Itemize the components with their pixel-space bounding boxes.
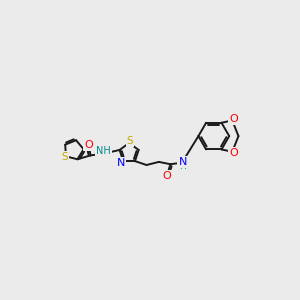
Text: O: O xyxy=(230,148,238,158)
Text: O: O xyxy=(230,114,238,124)
Text: S: S xyxy=(127,136,133,146)
Text: NH: NH xyxy=(96,146,111,156)
Text: O: O xyxy=(162,171,171,181)
Text: N: N xyxy=(117,158,125,168)
Text: S: S xyxy=(61,152,68,162)
Text: O: O xyxy=(85,140,93,150)
Text: H: H xyxy=(179,162,186,171)
Text: N: N xyxy=(178,157,187,167)
